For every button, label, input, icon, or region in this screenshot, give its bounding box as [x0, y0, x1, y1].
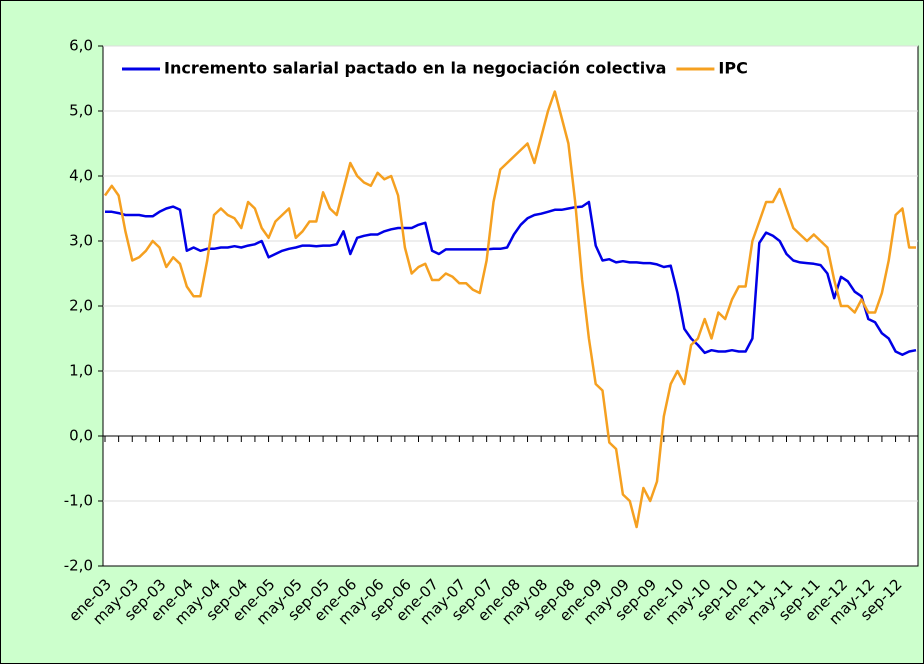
y-tick-label: -2,0	[64, 557, 93, 575]
series-line	[105, 200, 917, 357]
y-tick-label: 4,0	[69, 167, 93, 185]
y-tick-label: 5,0	[69, 102, 93, 120]
y-tick-label: 3,0	[69, 232, 93, 250]
legend-label: Incremento salarial pactado en la negoci…	[164, 59, 666, 78]
y-tick-label: 1,0	[69, 362, 93, 380]
y-tick-label: 6,0	[69, 37, 93, 55]
legend-label: IPC	[718, 59, 747, 78]
series-line	[103, 90, 916, 529]
y-tick-label: -1,0	[64, 492, 93, 510]
y-tick-label: 0,0	[69, 427, 93, 445]
y-tick-label: 2,0	[69, 297, 93, 315]
